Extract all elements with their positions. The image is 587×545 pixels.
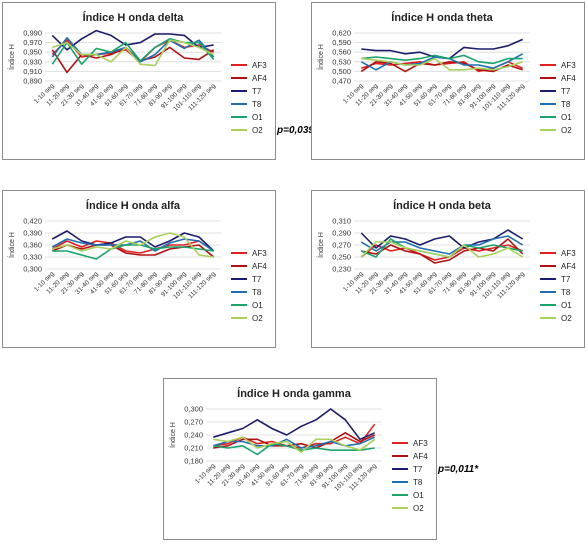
series-line-O2 <box>52 232 214 258</box>
y-axis-label: Índice H <box>168 422 177 448</box>
chart-title: Índice H onda theta <box>391 11 493 24</box>
chart-panel-theta: Índice H onda theta Índice H 0,470 0,500 0,5… <box>311 2 585 160</box>
annotation-gamma: p=0,011* <box>438 464 479 475</box>
legend-label-AF4: AF4 <box>561 262 576 271</box>
legend-label-O2: O2 <box>561 126 572 135</box>
series-line-O1 <box>361 54 523 65</box>
y-tick-label: 0,420 <box>23 217 42 226</box>
chart-svg-beta: Índice H onda beta Índice H 0,230 0,250 0,27… <box>316 199 576 323</box>
y-axis-label: Índice H <box>7 232 16 258</box>
legend-label-AF4: AF4 <box>561 74 576 83</box>
y-tick-label: 0,240 <box>184 431 203 440</box>
series-line-AF3 <box>51 240 215 254</box>
legend-label-T8: T8 <box>561 100 571 109</box>
legend-label-AF3: AF3 <box>252 249 267 258</box>
series-line-O2 <box>52 39 215 67</box>
y-tick-label: 0,890 <box>23 77 42 86</box>
y-tick-label: 0,470 <box>332 77 351 86</box>
legend-label-AF4: AF4 <box>413 452 428 461</box>
legend-label-T8: T8 <box>413 478 423 487</box>
chart-title: Índice H onda gamma <box>237 387 352 400</box>
y-tick-label: 0,180 <box>184 457 203 466</box>
y-tick-label: 0,300 <box>23 265 42 274</box>
y-axis-label: Índice H <box>316 44 325 70</box>
y-tick-label: 0,590 <box>332 38 351 47</box>
legend-label-AF3: AF3 <box>561 249 576 258</box>
series-line-T7 <box>213 408 376 441</box>
legend-label-T7: T7 <box>252 275 262 284</box>
series-line-T7 <box>360 229 524 249</box>
legend-label-O1: O1 <box>413 491 424 500</box>
chart-svg-alfa: Índice H onda alfa Índice H 0,300 0,330 0,36… <box>7 199 267 323</box>
legend-label-O2: O2 <box>561 314 572 323</box>
legend-label-AF4: AF4 <box>252 262 267 271</box>
y-tick-label: 0,360 <box>23 241 42 250</box>
series-line-T7 <box>51 29 214 51</box>
y-tick-label: 0,560 <box>332 48 351 57</box>
y-tick-label: 0,230 <box>332 265 351 274</box>
series-line-O2 <box>213 436 376 454</box>
series-line-O2 <box>361 57 523 71</box>
series-line-AF3 <box>360 244 524 261</box>
legend-label-T7: T7 <box>561 275 571 284</box>
chart-panel-beta: Índice H onda beta Índice H 0,230 0,250 0,27… <box>311 190 585 348</box>
y-tick-label: 0,290 <box>332 229 351 238</box>
series-line-O1 <box>213 442 375 456</box>
chart-panel-gamma: Índice H onda gamma Índice H 0,180 0,210 0,2… <box>163 378 437 540</box>
series-line-AF4 <box>51 244 215 258</box>
y-axis-label: Índice H <box>316 232 325 258</box>
series-line-T8 <box>360 235 524 255</box>
annotation-delta: p=0,039* <box>277 125 318 136</box>
y-tick-label: 0,210 <box>184 444 203 453</box>
y-tick-label: 0,270 <box>184 418 203 427</box>
legend-label-O1: O1 <box>252 113 263 122</box>
y-tick-label: 0,330 <box>23 253 42 262</box>
chart-panel-delta: Índice H onda delta Índice H 0,890 0,910 0,9… <box>2 2 276 160</box>
y-tick-label: 0,310 <box>332 217 351 226</box>
legend-label-O2: O2 <box>413 504 424 513</box>
y-tick-label: 0,910 <box>23 67 42 76</box>
chart-title: Índice H onda alfa <box>86 199 181 212</box>
y-tick-label: 0,300 <box>184 405 203 414</box>
y-axis-label: Índice H <box>7 44 16 70</box>
y-tick-label: 0,970 <box>23 38 42 47</box>
chart-title: Índice H onda delta <box>83 11 185 24</box>
series-line-T7 <box>51 230 215 252</box>
series-line-T8 <box>213 436 376 449</box>
legend-label-T8: T8 <box>252 100 262 109</box>
legend-label-AF3: AF3 <box>252 61 267 70</box>
y-tick-label: 0,950 <box>23 48 42 57</box>
legend-label-O1: O1 <box>561 113 572 122</box>
legend-label-T7: T7 <box>252 87 262 96</box>
legend-label-O2: O2 <box>252 314 263 323</box>
chart-svg-gamma: Índice H onda gamma Índice H 0,180 0,210 0,2… <box>168 387 428 513</box>
legend-label-T7: T7 <box>561 87 571 96</box>
legend-label-O1: O1 <box>252 301 263 310</box>
legend-label-AF3: AF3 <box>413 439 428 448</box>
chart-panel-alfa: Índice H onda alfa Índice H 0,300 0,330 0,36… <box>2 190 276 348</box>
legend-label-T8: T8 <box>252 288 262 297</box>
y-tick-label: 0,990 <box>23 29 42 38</box>
legend-label-T7: T7 <box>413 465 423 474</box>
chart-title: Índice H onda beta <box>393 199 492 212</box>
y-tick-label: 0,250 <box>332 253 351 262</box>
series-line-AF4 <box>361 238 524 264</box>
y-tick-label: 0,930 <box>23 57 42 66</box>
series-line-O1 <box>52 244 214 260</box>
y-tick-label: 0,530 <box>332 57 351 66</box>
series-line-O2 <box>360 241 524 258</box>
y-tick-label: 0,390 <box>23 229 42 238</box>
legend-label-O2: O2 <box>252 126 263 135</box>
legend-label-AF3: AF3 <box>561 61 576 70</box>
legend-label-O1: O1 <box>561 301 572 310</box>
legend-label-AF4: AF4 <box>252 74 267 83</box>
y-tick-label: 0,620 <box>332 29 351 38</box>
y-tick-label: 0,270 <box>332 241 351 250</box>
legend-label-T8: T8 <box>561 288 571 297</box>
series-line-AF4 <box>213 431 376 449</box>
y-tick-label: 0,500 <box>332 67 351 76</box>
